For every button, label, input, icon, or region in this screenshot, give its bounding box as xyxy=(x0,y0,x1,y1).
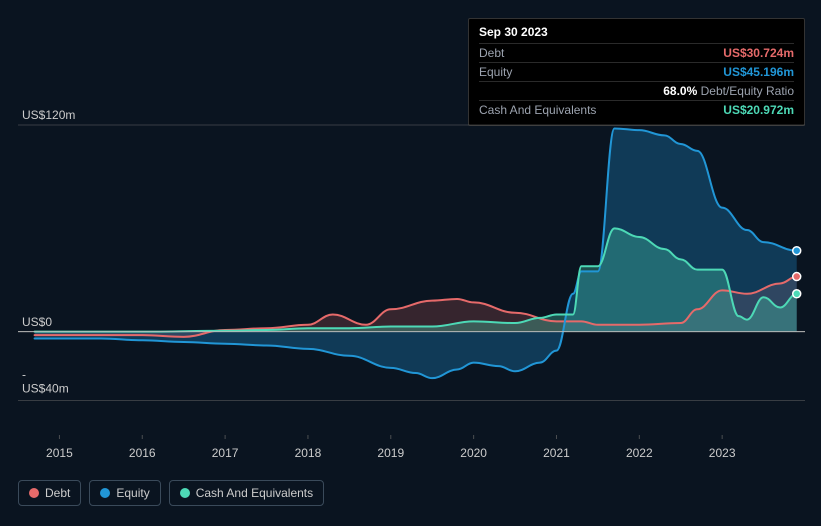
legend-label: Debt xyxy=(45,486,70,500)
legend: Debt Equity Cash And Equivalents xyxy=(18,480,324,506)
chart-svg xyxy=(18,125,805,435)
tooltip-date: Sep 30 2023 xyxy=(479,25,794,39)
legend-label: Cash And Equivalents xyxy=(196,486,313,500)
x-axis-label: 2020 xyxy=(460,446,487,460)
x-axis-label: 2022 xyxy=(626,446,653,460)
y-axis-label: US$0 xyxy=(22,315,70,329)
chart-area xyxy=(18,125,805,435)
tooltip-row: EquityUS$45.196m xyxy=(479,62,794,81)
x-axis-label: 2017 xyxy=(212,446,239,460)
legend-label: Equity xyxy=(116,486,149,500)
legend-item-cash-and-equivalents[interactable]: Cash And Equivalents xyxy=(169,480,324,506)
x-axis-label: 2019 xyxy=(377,446,404,460)
legend-swatch xyxy=(100,488,110,498)
y-axis-label: US$120m xyxy=(22,108,70,122)
legend-item-debt[interactable]: Debt xyxy=(18,480,81,506)
legend-swatch xyxy=(180,488,190,498)
legend-item-equity[interactable]: Equity xyxy=(89,480,160,506)
tooltip-row: DebtUS$30.724m xyxy=(479,43,794,62)
tooltip-row: Cash And EquivalentsUS$20.972m xyxy=(479,100,794,119)
x-axis-label: 2016 xyxy=(129,446,156,460)
x-axis-label: 2021 xyxy=(543,446,570,460)
x-axis-label: 2023 xyxy=(709,446,736,460)
y-axis-label: -US$40m xyxy=(22,367,70,395)
tooltip-ratio-row: 68.0% Debt/Equity Ratio xyxy=(479,81,794,100)
chart-tooltip: Sep 30 2023 DebtUS$30.724mEquityUS$45.196… xyxy=(468,18,805,126)
legend-swatch xyxy=(29,488,39,498)
x-axis-label: 2015 xyxy=(46,446,73,460)
x-axis-label: 2018 xyxy=(295,446,322,460)
